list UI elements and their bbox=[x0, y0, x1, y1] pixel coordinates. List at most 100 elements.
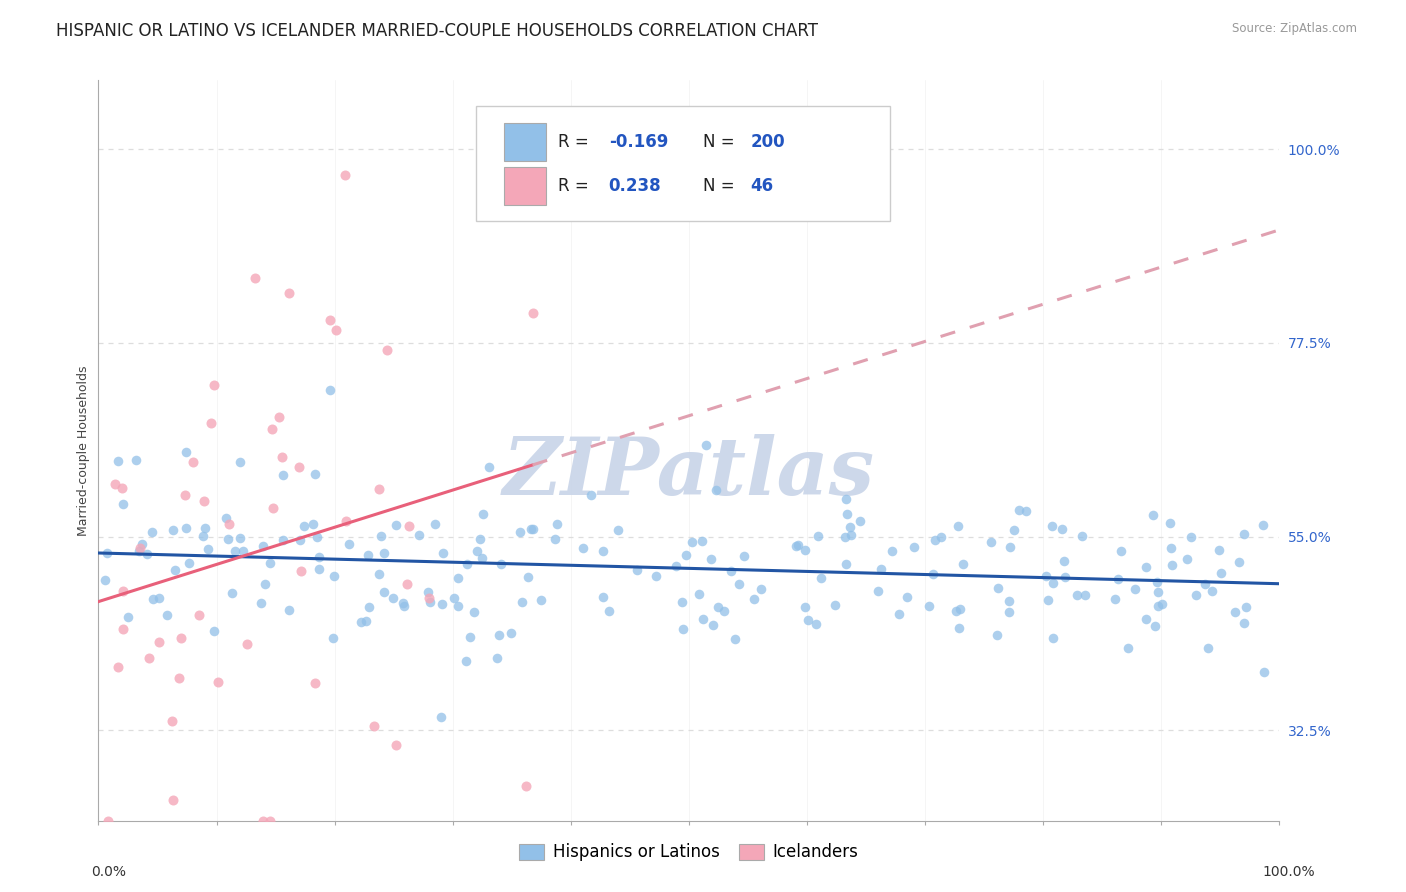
Point bbox=[432, 597, 454, 611]
Point bbox=[337, 537, 360, 551]
Point bbox=[156, 607, 179, 622]
Point bbox=[516, 570, 538, 584]
Point bbox=[870, 562, 893, 576]
Point bbox=[288, 533, 311, 547]
Point bbox=[520, 522, 543, 536]
Point bbox=[194, 521, 217, 535]
Point bbox=[1197, 640, 1219, 655]
Point bbox=[148, 634, 170, 648]
Point bbox=[111, 481, 134, 495]
Point bbox=[948, 519, 970, 533]
Point bbox=[107, 453, 129, 467]
Point bbox=[987, 581, 1010, 595]
Point bbox=[197, 541, 219, 556]
Text: Source: ZipAtlas.com: Source: ZipAtlas.com bbox=[1232, 22, 1357, 36]
Point bbox=[319, 383, 342, 397]
Point bbox=[841, 528, 863, 542]
Point bbox=[1042, 576, 1064, 591]
Point bbox=[1144, 619, 1167, 633]
Text: 46: 46 bbox=[751, 177, 773, 194]
Point bbox=[363, 718, 385, 732]
Point bbox=[1107, 572, 1129, 586]
Point bbox=[129, 541, 152, 556]
Point bbox=[1211, 566, 1233, 580]
Point bbox=[986, 627, 1008, 641]
Point bbox=[259, 556, 281, 570]
Point bbox=[107, 660, 129, 674]
Text: 100.0%: 100.0% bbox=[1263, 865, 1315, 880]
Point bbox=[322, 632, 344, 646]
Point bbox=[456, 557, 478, 571]
Point bbox=[522, 306, 544, 320]
Point bbox=[191, 529, 214, 543]
Point bbox=[572, 541, 595, 556]
Point bbox=[1035, 569, 1057, 583]
Point bbox=[835, 491, 858, 506]
Point bbox=[1008, 503, 1031, 517]
Point bbox=[1002, 523, 1025, 537]
Legend: Hispanics or Latinos, Icelanders: Hispanics or Latinos, Icelanders bbox=[513, 837, 865, 868]
Point bbox=[835, 507, 858, 521]
Point bbox=[785, 539, 807, 553]
Point bbox=[124, 452, 146, 467]
Point bbox=[395, 577, 418, 591]
Y-axis label: Married-couple Households: Married-couple Households bbox=[77, 365, 90, 536]
Point bbox=[1185, 588, 1208, 602]
Point bbox=[181, 454, 204, 468]
Point bbox=[188, 607, 211, 622]
Point bbox=[454, 654, 477, 668]
Point bbox=[918, 599, 941, 613]
Point bbox=[1015, 504, 1038, 518]
Text: ZIPatlas: ZIPatlas bbox=[503, 434, 875, 511]
Point bbox=[176, 445, 198, 459]
Point bbox=[308, 562, 330, 576]
Point bbox=[681, 535, 703, 549]
Point bbox=[702, 618, 724, 632]
Point bbox=[202, 377, 225, 392]
Point bbox=[688, 587, 710, 601]
Point bbox=[253, 577, 276, 591]
Point bbox=[849, 514, 872, 528]
Point bbox=[675, 548, 697, 562]
Point bbox=[952, 557, 974, 571]
Point bbox=[509, 525, 531, 540]
Point bbox=[215, 511, 238, 525]
Point bbox=[1160, 541, 1182, 555]
Point bbox=[408, 528, 430, 542]
Point bbox=[141, 525, 163, 540]
Point bbox=[834, 530, 856, 544]
Point bbox=[202, 624, 225, 639]
Point bbox=[1201, 583, 1223, 598]
Point bbox=[117, 610, 139, 624]
Point bbox=[250, 596, 273, 610]
Point bbox=[375, 343, 398, 358]
Point bbox=[290, 564, 312, 578]
Point bbox=[252, 539, 274, 553]
Point bbox=[217, 533, 239, 547]
Point bbox=[1223, 605, 1246, 619]
Point bbox=[489, 557, 512, 571]
Point bbox=[367, 482, 389, 496]
Point bbox=[797, 613, 820, 627]
Point bbox=[335, 168, 357, 182]
Point bbox=[1175, 552, 1198, 566]
Point bbox=[112, 583, 135, 598]
Point bbox=[1070, 528, 1092, 542]
Point bbox=[949, 601, 972, 615]
Point bbox=[292, 518, 315, 533]
Point bbox=[207, 674, 229, 689]
Point bbox=[1042, 631, 1064, 645]
Text: 0.238: 0.238 bbox=[609, 177, 661, 194]
Point bbox=[1232, 526, 1254, 541]
Point bbox=[97, 814, 120, 828]
Point bbox=[1208, 543, 1230, 558]
Point bbox=[645, 569, 668, 583]
Point bbox=[810, 571, 832, 585]
Point bbox=[271, 533, 294, 547]
Point bbox=[945, 604, 967, 618]
Point bbox=[948, 621, 970, 635]
Point bbox=[471, 507, 494, 521]
Point bbox=[510, 594, 533, 608]
Point bbox=[148, 591, 170, 605]
Point bbox=[131, 537, 153, 551]
